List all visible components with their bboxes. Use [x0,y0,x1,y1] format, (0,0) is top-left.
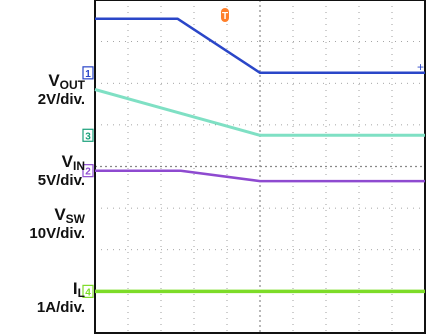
svg-text:3: 3 [85,131,91,142]
plot-frame [94,0,426,334]
svg-text:2: 2 [85,167,91,178]
il-scale: 1A/div. [36,299,85,316]
label-vsw: VSW 10V/div. [5,206,85,241]
marker-vin: 3 [82,128,94,142]
trace-vout [95,17,425,75]
marker-vout: 1 [82,66,94,80]
vsw-scale: 10V/div. [29,225,85,242]
marker-vsw: 2 [82,164,94,178]
label-il: IL 1A/div. [5,280,85,315]
grid [95,0,425,333]
cursor-plus-icon: + [417,60,424,74]
trigger-marker-label: T [222,11,228,22]
vout-scale: 2V/div. [37,91,85,108]
trigger-marker: T [221,8,229,22]
marker-il: 4 [82,284,94,298]
label-vout: VOUT 2V/div. [5,72,85,107]
trace-vsw [95,169,425,183]
svg-text:1: 1 [85,69,91,80]
vin-scale: 5V/div. [37,172,85,189]
label-vin: VIN 5V/div. [5,153,85,188]
channel-markers: 1 3 2 4 [82,66,94,298]
svg-text:4: 4 [85,287,91,298]
traces [94,17,425,294]
trace-vin [94,88,425,137]
